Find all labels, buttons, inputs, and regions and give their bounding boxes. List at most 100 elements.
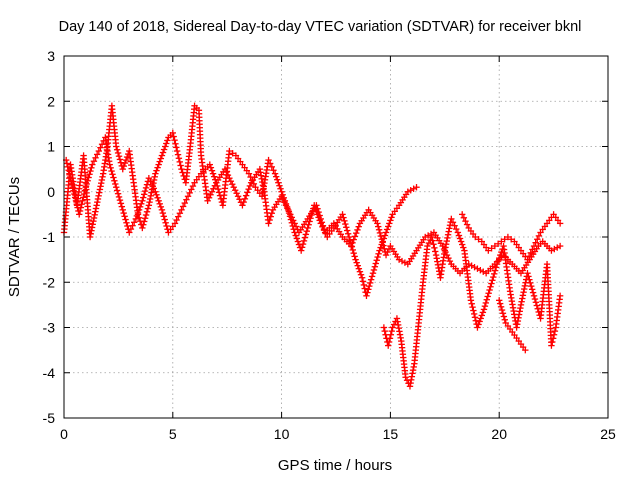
y-tick-label: -2 [43,274,56,290]
trace-2-point [355,265,363,272]
trace-2-point [308,211,315,219]
trace-1-point [170,133,177,140]
trace-4-point [472,233,479,241]
trace-3-point [429,237,436,244]
trace-2-point [345,233,353,241]
trace-1-point [240,198,247,206]
trace-2-point [181,199,188,207]
trace-1-point [446,257,454,265]
plot-frame [63,55,609,419]
trace-2-point [71,190,78,198]
trace-4-point [494,240,502,247]
trace-1-point [242,192,250,199]
trace-2-point [123,219,130,226]
trace-2-point [65,167,72,174]
grid [64,56,608,418]
trace-2-point [340,214,347,221]
trace-1-point [87,230,94,238]
trace-3-point [389,324,396,331]
trace-2-point [379,238,386,245]
trace-3-point [480,306,488,313]
trace-1-point [93,202,100,209]
trace-4-point [524,256,531,263]
trace-2-point [344,230,352,237]
trace-3-point [441,247,448,254]
trace-2-point [360,281,368,289]
trace-2-point [352,256,359,263]
trace-1-point [207,191,214,198]
trace-3-point [497,251,504,259]
trace-3-point [385,338,393,346]
trace-2-point [157,203,165,211]
trace-1-point [384,248,391,256]
trace-2-point [292,232,299,239]
trace-1-point [173,147,181,155]
trace-3-point [528,282,535,290]
x-tick-label: 0 [60,426,68,442]
trace-2-point [413,184,420,191]
trace-3-point [457,238,465,245]
trace-2-point [305,221,312,228]
trace-2-point [188,186,195,193]
trace-2-point [214,185,222,193]
trace-3-point [550,331,558,338]
trace-4-point [475,236,482,243]
trace-2-point [301,234,309,241]
trace-2-point [121,213,128,220]
y-tick-label: -5 [43,410,56,426]
trace-2-point [342,220,349,228]
trace-4-point [504,233,512,241]
trace-1-point [116,156,124,163]
trace-1-point [139,224,146,232]
trace-3-point [444,234,451,242]
trace-2-point [229,150,236,157]
trace-2-point [378,241,385,248]
trace-5-point [498,306,506,314]
trace-3-point [385,342,392,349]
trace-1-point [94,195,102,203]
trace-2-point [290,226,297,233]
trace-2-point [175,213,182,220]
trace-3-point [529,289,537,296]
trace-2-point [388,214,395,221]
trace-2-point [272,173,280,180]
trace-1-point [354,226,361,234]
trace-3-point [451,222,458,229]
trace-2-point [313,208,320,215]
trace-3-point [424,242,431,250]
trace-2-point [357,271,365,278]
trace-1-point [172,140,179,147]
trace-2-point [97,144,104,151]
trace-2-point [141,187,149,195]
trace-2-point [291,229,298,236]
trace-2-point [109,171,116,178]
trace-2-point [88,164,95,172]
trace-2-point [369,270,377,277]
trace-2-point [349,246,356,254]
trace-2-point [306,218,313,225]
trace-3-point [445,228,452,235]
trace-1-point [439,242,446,250]
trace-1-point [122,156,130,164]
trace-2-point [372,260,379,267]
trace-1-point [171,136,178,144]
trace-3-point [442,244,449,251]
trace-1-point [157,155,165,162]
trace-2-point [142,184,150,192]
trace-1-point [154,164,161,171]
trace-1-point [208,188,216,195]
trace-3-point [428,233,435,241]
trace-1-point [229,181,236,188]
trace-3-point [549,335,557,342]
trace-2-point [150,185,157,192]
trace-3-point [388,327,395,335]
trace-1-point [98,179,105,187]
trace-2-point [380,235,388,242]
trace-3-point [454,229,462,236]
trace-1-point [90,217,97,225]
trace-2-point [383,226,391,233]
trace-3-point [521,285,528,293]
trace-1-point [155,161,162,168]
trace-2-point [371,263,379,270]
trace-2-point [226,147,233,155]
